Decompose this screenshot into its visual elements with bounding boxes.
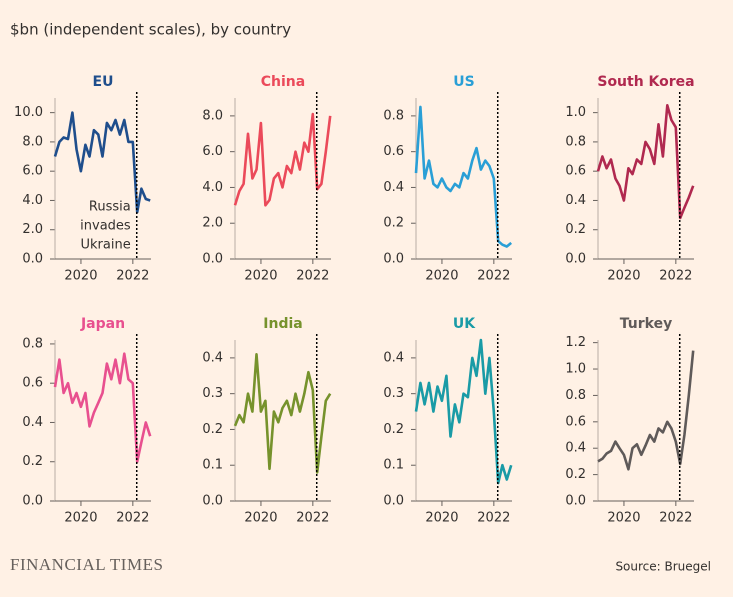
x-tick-label: 2020 <box>425 511 458 526</box>
series-line <box>233 353 332 474</box>
y-tick-label: 0.1 <box>383 458 404 473</box>
y-tick-label: 0.0 <box>22 494 43 509</box>
series-line <box>414 105 513 248</box>
x-tick-label: 2022 <box>116 511 149 526</box>
series-line <box>53 352 152 463</box>
panel-title: US <box>453 74 474 90</box>
y-tick-label: 0.2 <box>565 222 586 237</box>
panel-title: China <box>261 74 305 90</box>
y-tick-label: 10.0 <box>14 105 43 120</box>
panel-title: India <box>263 316 302 332</box>
y-tick-label: 0.8 <box>22 336 43 351</box>
y-tick-label: 0.0 <box>22 252 43 267</box>
y-tick-label: 0.0 <box>565 252 586 267</box>
panel-title: Japan <box>80 316 125 332</box>
x-tick-label: 2022 <box>296 269 329 284</box>
annotation: invades <box>80 219 131 234</box>
x-tick-label: 2020 <box>425 269 458 284</box>
y-tick-label: 0.2 <box>22 454 43 469</box>
panel-title: EU <box>93 74 114 90</box>
y-tick-label: 8.0 <box>22 134 43 149</box>
y-tick-label: 6.0 <box>202 144 223 159</box>
x-tick-label: 2022 <box>116 269 149 284</box>
brand: FINANCIAL TIMES <box>10 555 163 574</box>
x-tick-label: 2020 <box>244 269 277 284</box>
series-line <box>414 338 513 485</box>
y-tick-label: 0.4 <box>383 350 404 365</box>
series-line <box>596 104 695 220</box>
series-line <box>597 350 695 471</box>
x-tick-label: 2020 <box>607 511 640 526</box>
y-tick-label: 0.0 <box>202 252 223 267</box>
x-tick-label: 2020 <box>64 269 97 284</box>
x-tick-label: 2022 <box>477 511 510 526</box>
annotation: Ukraine <box>81 238 131 253</box>
x-tick-label: 2022 <box>477 269 510 284</box>
series-line <box>233 112 332 207</box>
y-tick-label: 1.2 <box>565 335 586 350</box>
y-tick-label: 0.6 <box>565 164 586 179</box>
y-tick-label: 0.2 <box>383 216 404 231</box>
y-tick-label: 1.0 <box>565 105 586 120</box>
y-tick-label: 0.3 <box>383 386 404 401</box>
y-tick-label: 4.0 <box>202 180 223 195</box>
x-tick-label: 2022 <box>659 269 692 284</box>
x-tick-label: 2020 <box>607 269 640 284</box>
y-tick-label: 0.6 <box>565 414 586 429</box>
y-tick-label: 0.4 <box>565 441 586 456</box>
y-tick-label: 0.4 <box>22 415 43 430</box>
y-tick-label: 0.2 <box>202 422 223 437</box>
series-line <box>53 111 151 214</box>
y-tick-label: 0.8 <box>383 108 404 123</box>
x-tick-label: 2022 <box>659 511 692 526</box>
y-tick-label: 0.4 <box>202 350 223 365</box>
y-tick-label: 0.4 <box>383 180 404 195</box>
y-tick-label: 0.0 <box>383 252 404 267</box>
y-tick-label: 0.3 <box>202 386 223 401</box>
y-tick-label: 0.8 <box>565 134 586 149</box>
y-tick-label: 4.0 <box>22 193 43 208</box>
source: Source: Bruegel <box>615 560 711 574</box>
y-tick-label: 0.0 <box>202 494 223 509</box>
y-tick-label: 0.1 <box>202 458 223 473</box>
panel-title: UK <box>453 316 476 332</box>
y-tick-label: 0.6 <box>383 144 404 159</box>
annotation: Russia <box>89 200 131 215</box>
y-tick-label: 6.0 <box>22 164 43 179</box>
y-tick-label: 2.0 <box>22 222 43 237</box>
y-tick-label: 0.6 <box>22 376 43 391</box>
y-tick-label: 0.8 <box>565 388 586 403</box>
panel-title: Turkey <box>620 316 672 332</box>
y-tick-label: 8.0 <box>202 108 223 123</box>
subtitle: $bn (independent scales), by country <box>10 21 291 39</box>
x-tick-label: 2020 <box>64 511 97 526</box>
x-tick-label: 2020 <box>244 511 277 526</box>
y-tick-label: 0.4 <box>565 193 586 208</box>
y-tick-label: 0.0 <box>383 494 404 509</box>
y-tick-label: 0.0 <box>565 494 586 509</box>
y-tick-label: 0.2 <box>383 422 404 437</box>
y-tick-label: 0.2 <box>565 467 586 482</box>
y-tick-label: 1.0 <box>565 362 586 377</box>
y-tick-label: 2.0 <box>202 216 223 231</box>
panel-title: South Korea <box>597 74 694 90</box>
x-tick-label: 2022 <box>296 511 329 526</box>
